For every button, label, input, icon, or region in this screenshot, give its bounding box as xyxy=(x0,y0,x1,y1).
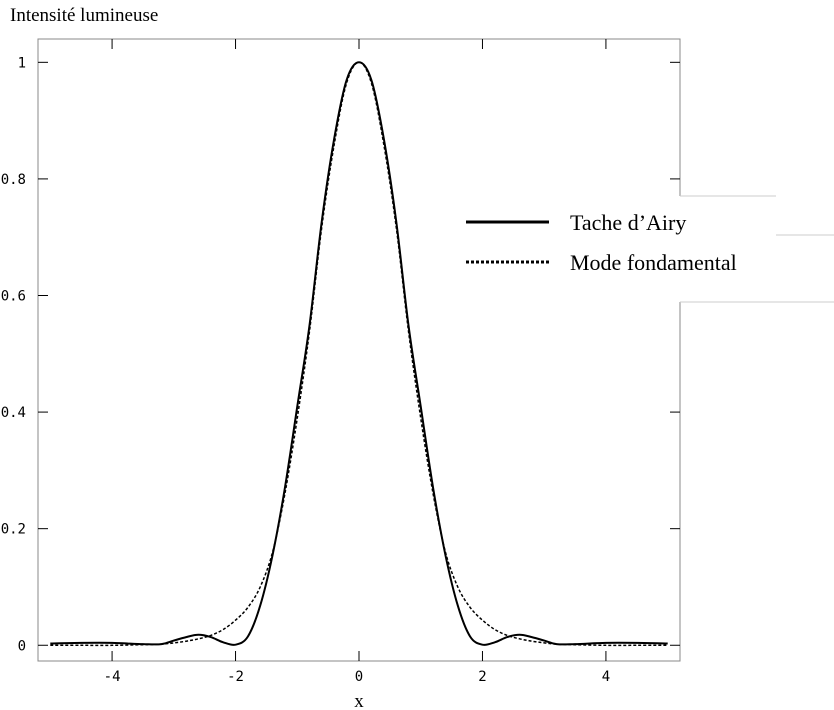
y-tick-label: 0 xyxy=(18,638,26,654)
x-tick-label: 0 xyxy=(355,669,363,685)
x-tick-label: -4 xyxy=(104,669,121,685)
series-line-tache-airy xyxy=(50,61,668,646)
x-tick-label: -2 xyxy=(227,669,244,685)
chart-title: Intensité lumineuse xyxy=(10,5,159,26)
y-tick-label: 0.2 xyxy=(1,522,26,538)
y-tick-label: 0.4 xyxy=(1,405,26,421)
plot-frame xyxy=(37,38,681,662)
x-axis-label: x xyxy=(354,691,364,710)
y-tick-label: 0.8 xyxy=(1,172,26,188)
series-line-mode-fondamental xyxy=(50,61,668,647)
x-tick-label: 2 xyxy=(478,669,486,685)
y-tick-label: 1 xyxy=(18,55,26,71)
legend-box xyxy=(452,196,834,302)
legend-label-mode-fondamental: Mode fondamental xyxy=(570,250,737,275)
x-tick-label: 4 xyxy=(602,669,610,685)
y-tick-label: 0.6 xyxy=(1,288,26,304)
legend-label-tache-airy: Tache d’Airy xyxy=(570,210,686,235)
legend: Tache d’Airy Mode fondamental xyxy=(452,195,834,303)
